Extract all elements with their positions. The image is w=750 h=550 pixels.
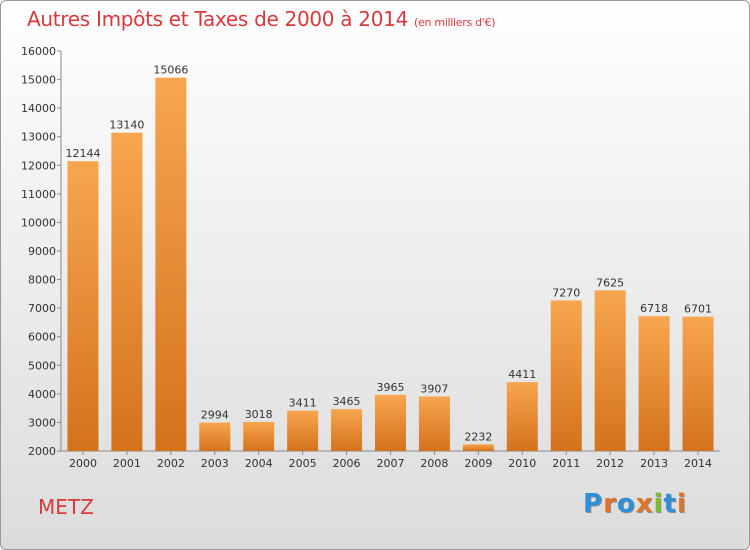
bar-2009 [462, 444, 494, 451]
bar-value-label: 3465 [333, 395, 361, 408]
bar-value-label: 6718 [640, 302, 668, 315]
bar-2002 [155, 77, 187, 451]
y-tick-label: 13000 [21, 131, 56, 144]
x-tick-label: 2010 [508, 457, 536, 470]
y-tick-label: 12000 [21, 159, 56, 172]
bar-value-label: 3411 [289, 397, 317, 410]
y-tick-label: 16000 [21, 45, 56, 58]
bar-value-label: 6701 [684, 303, 712, 316]
x-tick-label: 2000 [69, 457, 97, 470]
bar-2004 [243, 421, 275, 451]
bar-value-label: 7625 [596, 276, 624, 289]
logo-letter: t [663, 489, 677, 519]
x-tick-label: 2001 [113, 457, 141, 470]
bar-2003 [199, 422, 231, 451]
x-tick-label: 2004 [245, 457, 273, 470]
proxiti-logo[interactable]: Proxiti [583, 489, 687, 519]
y-tick-label: 8000 [28, 274, 56, 287]
bar-2012 [594, 290, 626, 451]
y-tick-label: 6000 [28, 331, 56, 344]
chart-bars [67, 77, 714, 451]
bar-value-label: 4411 [508, 368, 536, 381]
x-tick-label: 2002 [157, 457, 185, 470]
bar-2014 [682, 316, 714, 451]
logo-letter: i [676, 489, 687, 519]
x-tick-label: 2012 [596, 457, 624, 470]
bar-2013 [638, 316, 670, 451]
bar-2010 [506, 382, 538, 451]
bar-2011 [550, 300, 582, 451]
x-tick-label: 2014 [684, 457, 712, 470]
y-tick-label: 11000 [21, 188, 56, 201]
y-tick-label: 10000 [21, 216, 56, 229]
bar-value-label: 15066 [153, 64, 188, 77]
logo-letter: x [635, 489, 654, 519]
bar-value-label: 7270 [552, 286, 580, 299]
x-tick-label: 2008 [420, 457, 448, 470]
x-tick-label: 2005 [289, 457, 317, 470]
bar-2005 [287, 410, 319, 451]
bar-value-label: 12144 [65, 147, 100, 160]
bar-value-label: 3965 [377, 381, 405, 394]
bar-value-label: 2994 [201, 409, 229, 422]
x-tick-label: 2011 [552, 457, 580, 470]
bar-value-label: 3018 [245, 408, 273, 421]
chart-labels: 2000 3000 4000 5000 6000 7000 8000 9000 10000 110… [21, 45, 712, 470]
x-tick-label: 2006 [333, 457, 361, 470]
x-tick-label: 2013 [640, 457, 668, 470]
logo-letter: P [583, 489, 604, 519]
bar-2007 [375, 394, 406, 451]
bar-value-label: 13140 [109, 119, 144, 132]
y-tick-label: 4000 [28, 388, 56, 401]
y-tick-label: 7000 [28, 302, 56, 315]
y-tick-label: 2000 [28, 445, 56, 458]
y-tick-label: 14000 [21, 102, 56, 115]
y-tick-label: 5000 [28, 359, 56, 372]
chart-title: Autres Impôts et Taxes de 2000 à 2014 (en… [27, 7, 495, 31]
bar-2001 [111, 132, 143, 451]
y-tick-label: 3000 [28, 416, 56, 429]
y-tick-label: 9000 [28, 245, 56, 258]
bar-2008 [418, 396, 450, 451]
x-tick-label: 2009 [464, 457, 492, 470]
bar-value-label: 3907 [420, 383, 448, 396]
bar-2006 [331, 409, 363, 451]
logo-letter: o [616, 489, 636, 519]
logo-letter: r [603, 489, 617, 519]
bar-2000 [67, 161, 99, 451]
chart-title-text: Autres Impôts et Taxes de 2000 à 2014 [27, 7, 408, 31]
y-tick-label: 15000 [21, 74, 56, 87]
city-name: METZ [38, 495, 94, 519]
x-tick-label: 2003 [201, 457, 229, 470]
logo-letter: i [653, 489, 664, 519]
chart-unit: (en milliers d'€) [414, 16, 496, 29]
bar-value-label: 2232 [464, 430, 492, 443]
x-tick-label: 2007 [377, 457, 405, 470]
